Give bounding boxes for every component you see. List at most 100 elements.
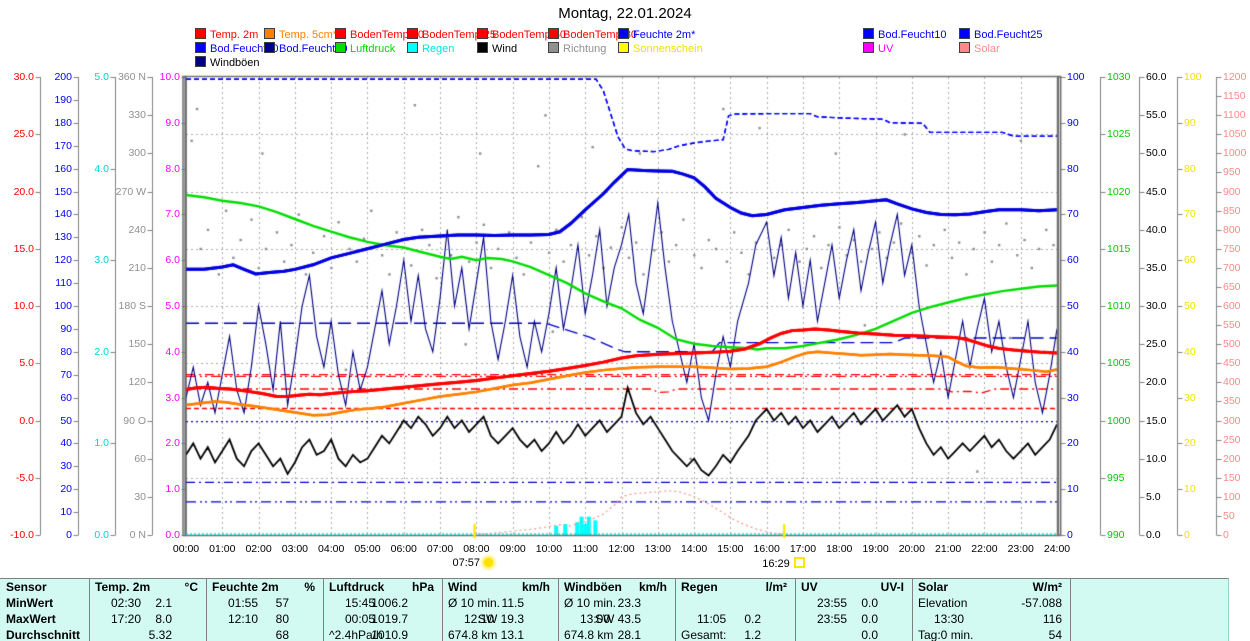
uv-axis-tick-label: 2.0 bbox=[165, 437, 180, 450]
legend-label: Feuchte 2m* bbox=[633, 29, 696, 41]
table-col-unit: km/h bbox=[521, 580, 550, 594]
legend-item-feuchte-2m-: Feuchte 2m* bbox=[618, 28, 696, 41]
soilmoisture-axis-tick-label: 150 bbox=[54, 185, 72, 198]
uv-axis-tick-label: 8.0 bbox=[165, 162, 180, 175]
sunshine-axis-tick-label: 60 bbox=[1184, 254, 1196, 267]
table-col-unit: l/m² bbox=[765, 580, 787, 594]
table-max-label: 12:10 bbox=[228, 612, 259, 626]
hour-label-0300: 03:00 bbox=[281, 543, 309, 555]
legend-label: Luftdruck bbox=[350, 43, 396, 55]
table-max-value: 116 bbox=[1042, 612, 1062, 626]
solar-axis-tick-label: 250 bbox=[1223, 433, 1241, 446]
legend-swatch bbox=[407, 28, 418, 39]
uv-axis-tick-label: 6.0 bbox=[165, 254, 180, 267]
table-column-separator bbox=[323, 579, 324, 641]
table-col-unit: hPa bbox=[411, 580, 434, 594]
solar-axis-tick-label: 650 bbox=[1223, 280, 1241, 293]
pressure-axis-tick-label: 990 bbox=[1107, 529, 1125, 541]
soilmoisture-axis-tick-label: 120 bbox=[54, 254, 72, 267]
pressure-axis-tick-label: 995 bbox=[1107, 471, 1125, 484]
direction-axis-tick-label: 240 bbox=[128, 223, 146, 236]
temp-axis-tick-label: -10.0 bbox=[10, 529, 34, 541]
legend-label: Wind bbox=[492, 43, 518, 55]
legend-item-temp-5cm-: Temp. 5cm* bbox=[264, 28, 338, 41]
sunset-marker: 16:29 bbox=[762, 557, 805, 570]
wind-axis-tick-label: 45.0 bbox=[1146, 185, 1167, 198]
legend-label: Bod.Feucht50 bbox=[210, 43, 279, 55]
table-row-label: Durchschnitt bbox=[6, 628, 81, 641]
hour-label-2300: 23:00 bbox=[1007, 543, 1034, 555]
legend-label: Bod.Feucht80 bbox=[279, 43, 348, 55]
table-row-label: MaxWert bbox=[6, 612, 56, 626]
direction-axis-tick-label: 330 bbox=[128, 109, 146, 122]
wind-axis-tick-label: 35.0 bbox=[1146, 261, 1167, 274]
table-column-separator bbox=[558, 579, 559, 641]
table-column-separator bbox=[442, 579, 443, 641]
legend-swatch bbox=[618, 28, 629, 39]
table-col-unit: km/h bbox=[638, 580, 667, 594]
hour-label-1900: 19:00 bbox=[862, 543, 889, 555]
solar-axis-tick-label: 400 bbox=[1223, 376, 1241, 389]
table-min-label: Elevation bbox=[918, 596, 968, 610]
solar-axis-tick-label: 0 bbox=[1223, 529, 1229, 541]
table-avg-value: 28.1 bbox=[617, 628, 641, 641]
sunrise-marker: 07:57 bbox=[453, 557, 494, 569]
table-row-label: MinWert bbox=[6, 596, 54, 610]
hour-label-0800: 08:00 bbox=[463, 543, 490, 555]
direction-axis-tick-label: 360 N bbox=[117, 71, 146, 83]
table-max-value: 1019.7 bbox=[371, 612, 408, 626]
hour-label-0100: 01:00 bbox=[209, 543, 236, 555]
legend-swatch bbox=[548, 42, 559, 53]
hour-label-1100: 11:00 bbox=[572, 543, 598, 555]
legend-swatch bbox=[959, 28, 970, 39]
solar-axis-tick-label: 700 bbox=[1223, 261, 1241, 274]
legend-label: Richtung bbox=[563, 43, 607, 55]
table-max-value: 0.0 bbox=[861, 612, 878, 626]
legend-label: Regen bbox=[422, 43, 455, 55]
wind-axis-tick-label: 50.0 bbox=[1146, 147, 1167, 160]
table-row-label: Sensor bbox=[6, 580, 47, 594]
uv-axis-tick-label: 9.0 bbox=[165, 116, 180, 129]
wind-axis-tick-label: 25.0 bbox=[1146, 338, 1167, 351]
rain-axis-tick-label: 1.0 bbox=[94, 437, 109, 450]
table-max-label: 12:10 bbox=[464, 612, 495, 626]
solar-axis-tick-label: 900 bbox=[1223, 185, 1241, 198]
legend-label: Temp. 2m bbox=[210, 29, 259, 41]
soilmoisture-axis-tick-label: 20 bbox=[60, 483, 72, 496]
legend-item-luftdruck: Luftdruck bbox=[335, 42, 396, 55]
soilmoisture-axis-tick-label: 30 bbox=[60, 460, 72, 473]
table-avg-value: 1.2 bbox=[744, 628, 761, 641]
legend-item-bod-feucht25: Bod.Feucht25 bbox=[959, 28, 1043, 41]
hour-label-0000: 00:00 bbox=[172, 543, 200, 555]
legend-label: Temp. 5cm* bbox=[279, 29, 338, 41]
sunshine-axis-tick-label: 80 bbox=[1184, 162, 1196, 175]
table-col-name: Windböen bbox=[564, 580, 622, 594]
pressure-axis-tick-label: 1000 bbox=[1107, 414, 1131, 427]
solar-axis-tick-label: 450 bbox=[1223, 357, 1241, 370]
table-max-label: 17:20 bbox=[111, 612, 142, 626]
soilmoisture-axis-tick-label: 80 bbox=[60, 345, 72, 358]
hour-label-1800: 18:00 bbox=[826, 543, 853, 555]
temp-axis-tick-label: 25.0 bbox=[13, 128, 34, 141]
temp-axis-tick-label: 30.0 bbox=[13, 71, 34, 83]
legend-item-sonnenschein: Sonnenschein bbox=[618, 42, 703, 55]
sunshine-axis-tick-label: 40 bbox=[1184, 345, 1196, 358]
table-col-unit: W/m² bbox=[1032, 580, 1062, 594]
table-max-label: 13:30 bbox=[934, 612, 965, 626]
legend-label: Bod.Feucht25 bbox=[974, 29, 1043, 41]
soilmoisture-axis-tick-label: 140 bbox=[54, 208, 72, 221]
table-avg-label: 674.8 km bbox=[564, 628, 614, 641]
solar-axis-tick-label: 1150 bbox=[1223, 90, 1246, 103]
uv-axis-tick-label: 5.0 bbox=[165, 300, 180, 312]
rain-axis-tick-label: 4.0 bbox=[94, 162, 109, 175]
table-avg-value: 54 bbox=[1048, 628, 1062, 641]
table-max-label: 11:05 bbox=[697, 612, 727, 626]
direction-axis-tick-label: 90 O bbox=[123, 414, 146, 427]
legend-label: BodenTemp 10 bbox=[350, 29, 424, 41]
hour-label-0900: 09:00 bbox=[499, 543, 526, 555]
solar-axis-tick-label: 600 bbox=[1223, 300, 1241, 312]
table-min-value: 2.1 bbox=[155, 596, 172, 610]
soilmoisture-axis-tick-label: 90 bbox=[60, 322, 72, 335]
sunrise-marker-time: 07:57 bbox=[452, 557, 481, 569]
